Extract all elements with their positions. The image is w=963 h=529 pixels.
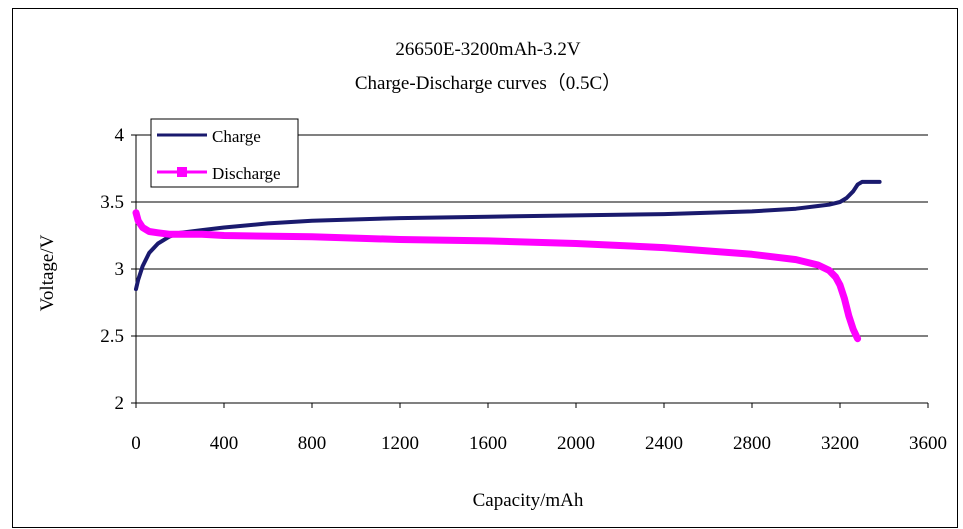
- x-tick-label-9: 3600: [909, 433, 947, 454]
- x-tick-label-7: 2800: [733, 433, 771, 454]
- x-tick-label-3: 1200: [381, 433, 419, 454]
- x-tick-label-8: 3200: [821, 433, 859, 454]
- legend-discharge-label: Discharge: [212, 164, 281, 183]
- y-tick-label-2: 3: [115, 259, 125, 280]
- x-axis-label: Capacity/mAh: [473, 490, 584, 511]
- series-group: [132, 179, 882, 343]
- x-tick-label-6: 2400: [645, 433, 683, 454]
- y-tick-label-4: 4: [115, 125, 125, 146]
- series-line-discharge: [132, 209, 862, 343]
- y-tick-labels: 2 2.5 3 3.5 4: [100, 125, 124, 414]
- x-tick-label-5: 2000: [557, 433, 595, 454]
- x-tick-labels: 0 400 800 1200 1600 2000 2400 2800 3200 3600: [131, 433, 947, 454]
- y-tick-label-0: 2: [115, 393, 125, 414]
- x-tick-label-2: 800: [298, 433, 327, 454]
- series-line-charge: [134, 179, 882, 292]
- y-tick-label-3: 3.5: [100, 192, 124, 213]
- legend-box: [150, 118, 299, 188]
- chart-title: 26650E-3200mAh-3.2V: [395, 39, 581, 60]
- axes: [131, 134, 929, 408]
- y-axis-label: Voltage/V: [37, 234, 58, 311]
- chart-frame: 26650E-3200mAh-3.2V Charge-Discharge cur…: [12, 8, 958, 528]
- legend-charge-label: Charge: [212, 127, 261, 146]
- x-tick-label-4: 1600: [469, 433, 507, 454]
- y-tick-label-1: 2.5: [100, 326, 124, 347]
- legend-discharge-marker: [177, 167, 187, 177]
- chart-subtitle: Charge-Discharge curves（0.5C）: [355, 72, 621, 94]
- legend: Charge Discharge: [150, 118, 299, 188]
- x-tick-label-0: 0: [131, 433, 141, 454]
- charge-discharge-chart: 26650E-3200mAh-3.2V Charge-Discharge cur…: [37, 39, 947, 511]
- x-tick-label-1: 400: [210, 433, 239, 454]
